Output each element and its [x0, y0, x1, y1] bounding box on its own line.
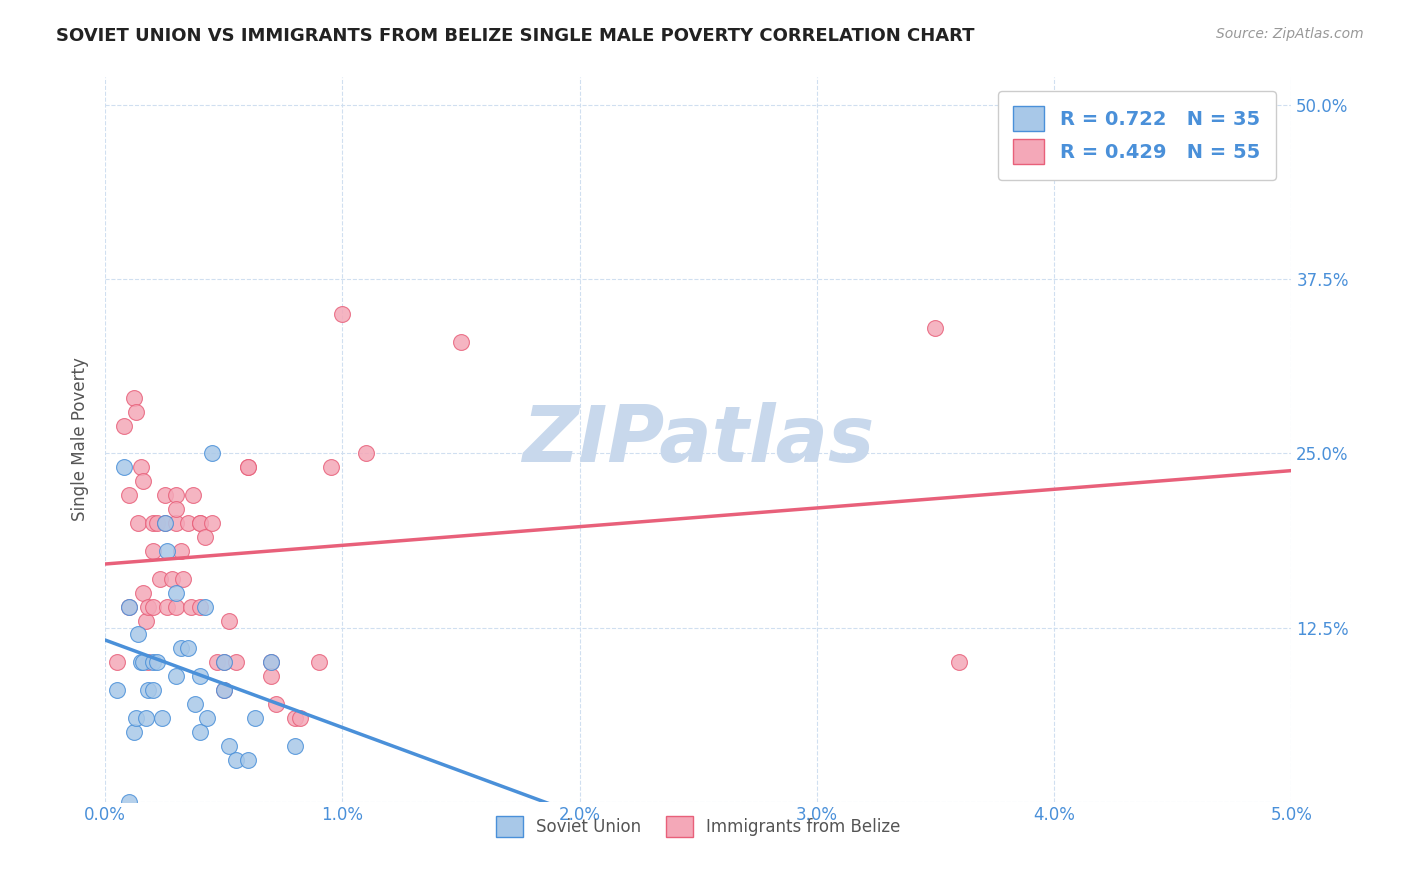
Point	[319, 460, 342, 475]
Point	[243, 711, 266, 725]
Point	[136, 656, 159, 670]
Point	[288, 711, 311, 725]
Text: SOVIET UNION VS IMMIGRANTS FROM BELIZE SINGLE MALE POVERTY CORRELATION CHART: SOVIET UNION VS IMMIGRANTS FROM BELIZE S…	[56, 27, 974, 45]
Point	[205, 656, 228, 670]
Point	[105, 656, 128, 670]
Point	[236, 753, 259, 767]
Point	[112, 418, 135, 433]
Point	[170, 641, 193, 656]
Point	[948, 656, 970, 670]
Point	[236, 460, 259, 475]
Point	[125, 404, 148, 418]
Point	[125, 711, 148, 725]
Point	[165, 669, 187, 683]
Point	[153, 516, 176, 530]
Point	[135, 614, 157, 628]
Point	[188, 599, 211, 614]
Point	[136, 599, 159, 614]
Point	[260, 656, 283, 670]
Point	[184, 697, 207, 711]
Point	[135, 711, 157, 725]
Point	[188, 516, 211, 530]
Point	[132, 475, 155, 489]
Point	[177, 641, 200, 656]
Point	[180, 599, 202, 614]
Point	[118, 488, 141, 502]
Point	[142, 516, 165, 530]
Point	[122, 725, 145, 739]
Text: Source: ZipAtlas.com: Source: ZipAtlas.com	[1216, 27, 1364, 41]
Point	[165, 502, 187, 516]
Point	[195, 711, 218, 725]
Legend: Soviet Union, Immigrants from Belize: Soviet Union, Immigrants from Belize	[489, 809, 907, 844]
Point	[236, 460, 259, 475]
Point	[160, 572, 183, 586]
Point	[165, 488, 187, 502]
Point	[142, 683, 165, 698]
Point	[142, 544, 165, 558]
Point	[118, 599, 141, 614]
Point	[450, 334, 472, 349]
Point	[112, 460, 135, 475]
Point	[332, 307, 354, 321]
Point	[201, 516, 224, 530]
Point	[188, 725, 211, 739]
Point	[177, 516, 200, 530]
Point	[194, 599, 217, 614]
Point	[212, 683, 235, 698]
Point	[118, 599, 141, 614]
Point	[225, 656, 247, 670]
Point	[156, 599, 179, 614]
Point	[225, 753, 247, 767]
Point	[308, 656, 330, 670]
Point	[264, 697, 287, 711]
Point	[127, 627, 149, 641]
Point	[165, 599, 187, 614]
Point	[122, 391, 145, 405]
Point	[132, 656, 155, 670]
Point	[218, 614, 240, 628]
Point	[212, 656, 235, 670]
Point	[146, 656, 169, 670]
Point	[129, 656, 152, 670]
Point	[142, 656, 165, 670]
Point	[212, 683, 235, 698]
Point	[118, 795, 141, 809]
Point	[150, 711, 173, 725]
Point	[165, 585, 187, 599]
Point	[132, 585, 155, 599]
Point	[260, 656, 283, 670]
Point	[156, 544, 179, 558]
Point	[260, 669, 283, 683]
Point	[218, 739, 240, 753]
Point	[105, 683, 128, 698]
Point	[153, 488, 176, 502]
Point	[165, 516, 187, 530]
Point	[924, 321, 946, 335]
Point	[194, 530, 217, 544]
Point	[212, 656, 235, 670]
Point	[173, 572, 195, 586]
Point	[136, 683, 159, 698]
Point	[149, 572, 172, 586]
Point	[142, 599, 165, 614]
Point	[153, 516, 176, 530]
Point	[201, 446, 224, 460]
Point	[354, 446, 377, 460]
Point	[181, 488, 204, 502]
Text: ZIPatlas: ZIPatlas	[522, 401, 875, 477]
Point	[129, 460, 152, 475]
Point	[170, 544, 193, 558]
Point	[146, 516, 169, 530]
Point	[188, 516, 211, 530]
Y-axis label: Single Male Poverty: Single Male Poverty	[72, 358, 89, 522]
Point	[284, 711, 307, 725]
Point	[127, 516, 149, 530]
Point	[284, 739, 307, 753]
Point	[188, 669, 211, 683]
